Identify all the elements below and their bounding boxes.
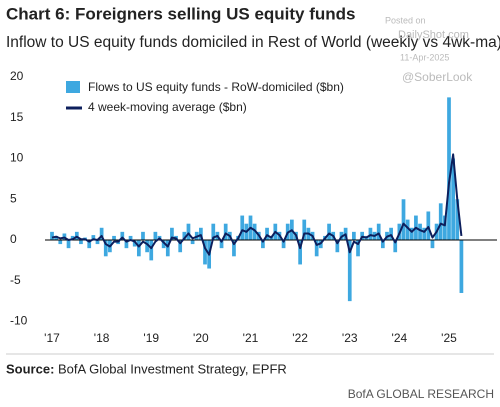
bar (95, 240, 100, 245)
watermark: @SoberLook (402, 70, 473, 84)
bar (389, 227, 393, 240)
line (51, 153, 463, 256)
legend-swatch (66, 81, 80, 93)
bar (91, 235, 96, 240)
bar (145, 240, 149, 253)
bar (120, 231, 125, 240)
chart-subtitle: Inflow to US equity funds domiciled in R… (6, 34, 500, 51)
bar (401, 199, 406, 240)
bar (438, 203, 443, 240)
bar (240, 215, 245, 240)
watermark: DailyShot.com (398, 29, 469, 41)
bar (302, 219, 307, 240)
bar (58, 240, 63, 245)
bar (380, 240, 385, 249)
bar (141, 231, 145, 240)
bar (178, 240, 183, 253)
bar (203, 240, 207, 265)
bar (347, 240, 352, 302)
bar (199, 227, 203, 240)
watermark: Posted on (385, 15, 426, 25)
bar (136, 240, 141, 257)
bar (70, 235, 75, 240)
bar (103, 240, 108, 257)
bar (430, 240, 435, 249)
bar (443, 215, 447, 240)
y-tick-label: 10 (10, 151, 24, 165)
bar (66, 240, 71, 249)
bar (447, 97, 451, 240)
y-tick-label: -10 (10, 314, 28, 328)
bar (261, 240, 265, 249)
x-tick-label: '23 (342, 331, 358, 345)
source-label: Source: (6, 361, 54, 376)
bar (451, 158, 455, 240)
bar (54, 235, 58, 240)
footer: BofA GLOBAL RESEARCH (348, 387, 494, 401)
bar (327, 223, 331, 240)
legend-label: 4 week-moving average ($bn) (88, 100, 247, 114)
bar (422, 227, 427, 240)
x-tick-label: '22 (292, 331, 308, 345)
bar (232, 240, 236, 257)
bar (132, 240, 137, 247)
bar (376, 223, 381, 240)
legend-label: Flows to US equity funds - RoW-domiciled… (88, 80, 344, 94)
chart-title: Chart 6: Foreigners selling US equity fu… (6, 4, 356, 23)
bar (153, 231, 158, 240)
bar (356, 240, 360, 257)
bar (124, 240, 129, 249)
bar (223, 223, 228, 240)
bar (99, 227, 104, 240)
bar (161, 240, 166, 249)
y-tick-label: 5 (10, 191, 17, 205)
bar (87, 240, 92, 249)
y-tick-label: -5 (10, 273, 21, 287)
y-tick-label: 20 (10, 69, 24, 83)
x-tick-label: '20 (193, 331, 209, 345)
bar (112, 235, 116, 240)
bar (409, 227, 414, 240)
bar (393, 240, 398, 253)
bar (186, 223, 191, 240)
x-tick-label: '17 (44, 331, 60, 345)
x-tick-label: '21 (243, 331, 259, 345)
bar (79, 240, 83, 245)
bar (455, 199, 460, 240)
x-tick-label: '18 (94, 331, 110, 345)
x-tick-label: '19 (143, 331, 159, 345)
bar (50, 231, 54, 240)
bar (190, 240, 195, 245)
bar (459, 240, 464, 293)
y-tick-label: 0 (10, 232, 17, 246)
watermark: 11-Apr-2025 (400, 52, 449, 62)
bar (352, 231, 356, 240)
bar (265, 227, 269, 240)
bar (219, 240, 224, 249)
bar (426, 211, 431, 240)
bar (405, 219, 410, 240)
bar (182, 231, 187, 240)
bar (211, 223, 216, 240)
plot-area: -10 -5 0 5 10 15 20 '17 '18 '19 '20 '21 '22 '23 '24 '25 (10, 69, 497, 345)
bar (368, 227, 373, 240)
bar (149, 240, 154, 261)
bar (170, 227, 174, 240)
bar (314, 240, 319, 257)
bar (418, 223, 422, 240)
bar (252, 223, 257, 240)
x-tick-label: '24 (392, 331, 408, 345)
bar (335, 240, 340, 253)
y-tick-label: 15 (10, 110, 24, 124)
bar (281, 240, 286, 249)
bar (165, 240, 170, 257)
bar (298, 240, 302, 265)
x-tick-label: '25 (441, 331, 457, 345)
source: BofA Global Investment Strategy, EPFR (58, 361, 287, 376)
bar (128, 235, 133, 240)
